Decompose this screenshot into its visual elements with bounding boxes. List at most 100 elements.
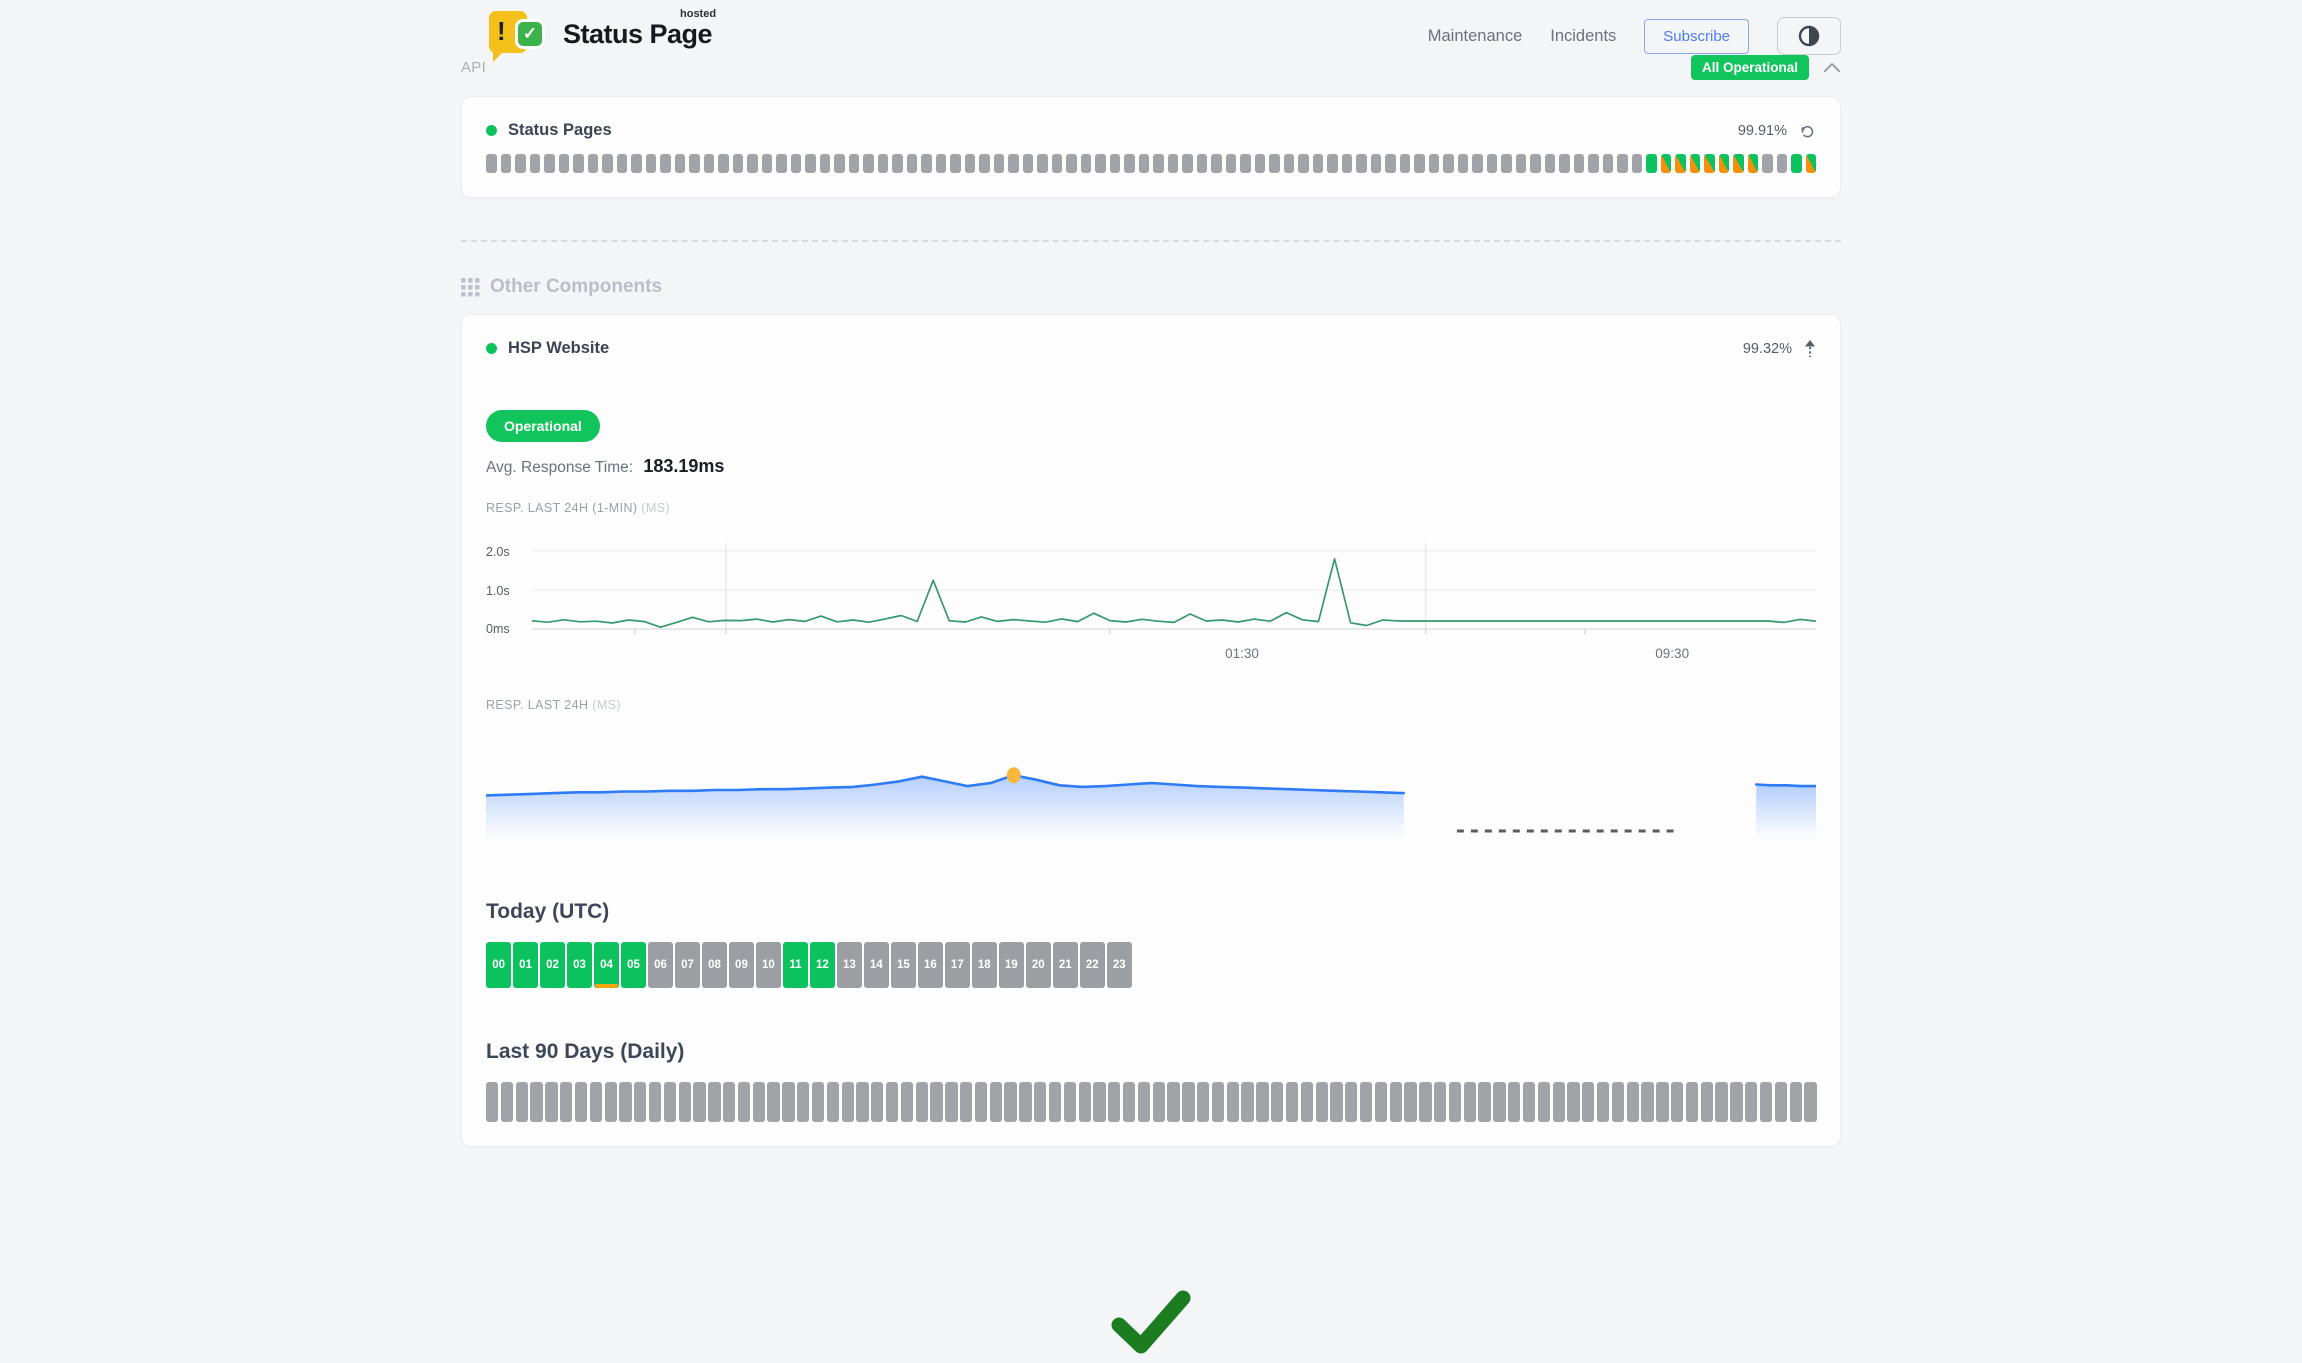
nav-incidents[interactable]: Incidents: [1550, 26, 1617, 45]
uptime-bar: [1434, 1082, 1447, 1122]
last-90-days-title: Last 90 Days (Daily): [486, 1040, 685, 1063]
hour-cell[interactable]: 05: [620, 942, 647, 988]
today-hours-strip[interactable]: 00 01 02 03 04 05 06 07 08 09 10 11 12 13 14 15 16 17 18 19…: [486, 942, 1816, 988]
chevron-up-icon[interactable]: [1823, 62, 1841, 72]
hour-cell[interactable]: 15: [890, 942, 916, 988]
avg-response-label: Avg. Response Time:: [486, 459, 634, 476]
uptime-bar: [1225, 154, 1236, 173]
uptime-bar: [1048, 1082, 1062, 1122]
uptime-bar: [1197, 1082, 1210, 1122]
uptime-bar: [871, 1082, 884, 1122]
uptime-bar: [826, 1082, 839, 1122]
subscribe-button[interactable]: Subscribe: [1644, 18, 1749, 54]
resp-1min-chart[interactable]: 2.0s 1.0s 0ms: [486, 537, 1817, 642]
hour-cell[interactable]: 01: [512, 942, 539, 988]
uptime-bar: [1582, 1082, 1595, 1122]
uptime-bar: [1404, 1082, 1417, 1122]
hour-cell[interactable]: 10: [755, 942, 782, 988]
uptime-bar: [960, 1082, 973, 1122]
uptime-bar: [1559, 154, 1570, 173]
uptime-bar: [1745, 1082, 1758, 1122]
uptime-bar: [486, 1082, 499, 1122]
hour-cell[interactable]: 09: [728, 942, 755, 988]
uptime-bar: [885, 1082, 899, 1122]
uptime-bar: [877, 154, 888, 173]
hour-cell[interactable]: 03: [566, 942, 593, 988]
uptime-bar: [689, 154, 700, 173]
refresh-icon[interactable]: [1799, 123, 1816, 138]
hour-cell[interactable]: 06: [647, 942, 674, 988]
uptime-bar: [500, 1082, 514, 1122]
uptime-bar: [989, 1082, 1002, 1122]
hour-cell[interactable]: 11: [782, 942, 809, 988]
uptime-bar: [1515, 154, 1526, 173]
nav-maintenance[interactable]: Maintenance: [1427, 26, 1523, 45]
uptime-bar: [834, 154, 845, 173]
uptime-bar: [1776, 154, 1787, 173]
uptime-bar: [790, 154, 801, 173]
hour-cell[interactable]: 16: [917, 942, 943, 988]
hour-cell[interactable]: 12: [809, 942, 835, 988]
avg-response-value: 183.19ms: [643, 456, 725, 476]
uptime-bar: [930, 1082, 943, 1122]
status-pages-uptime-strip[interactable]: [486, 154, 1816, 173]
uptime-bar: [1269, 154, 1280, 173]
uptime-bar: [761, 154, 772, 173]
uptime-bar: [574, 1082, 588, 1122]
hour-cell[interactable]: 14: [863, 942, 889, 988]
uptime-bar: [1718, 154, 1729, 173]
resp-24h-chart-label: RESP. LAST 24H (MS): [486, 698, 621, 712]
uptime-bar: [602, 154, 613, 173]
uptime-bar: [1285, 1082, 1299, 1122]
uptime-bar: [1733, 154, 1744, 173]
operational-status-pill: Operational: [486, 410, 600, 442]
uptime-bar: [1715, 1082, 1728, 1122]
uptime-bar: [1211, 1082, 1225, 1122]
hour-cell[interactable]: 02: [539, 942, 566, 988]
hour-cell[interactable]: 20: [1025, 942, 1051, 988]
uptime-bar: [737, 1082, 751, 1122]
hour-cell[interactable]: 19: [998, 942, 1024, 988]
hour-cell[interactable]: 22: [1079, 942, 1105, 988]
brand-logo[interactable]: ! ✓ Status Page hosted: [489, 8, 716, 62]
uptime-bar: [1138, 154, 1149, 173]
uptime-bar: [1486, 154, 1497, 173]
last-90-days-strip[interactable]: [486, 1082, 1817, 1122]
hour-cell[interactable]: 08: [701, 942, 728, 988]
hour-cell[interactable]: 04: [593, 942, 620, 988]
header-nav: Maintenance Incidents Subscribe: [1428, 17, 1841, 55]
uptime-bar: [906, 154, 917, 173]
hour-cell[interactable]: 00: [486, 942, 512, 988]
uptime-bar: [1254, 154, 1265, 173]
uptime-bar: [1298, 154, 1309, 173]
hour-cell[interactable]: 23: [1106, 942, 1132, 988]
uptime-bar: [1370, 154, 1381, 173]
uptime-bar: [1359, 1082, 1373, 1122]
hour-cell[interactable]: 21: [1052, 942, 1078, 988]
uptime-bar: [544, 154, 555, 173]
api-group-header: API All Operational: [461, 54, 1841, 80]
hour-cell[interactable]: 07: [674, 942, 701, 988]
uptime-bar: [1153, 154, 1164, 173]
hour-cell[interactable]: 18: [971, 942, 997, 988]
uptime-bar: [1004, 1082, 1017, 1122]
uptime-bar: [1428, 154, 1439, 173]
grid-icon: [461, 277, 480, 297]
status-pages-row[interactable]: Status Pages 99.91%: [486, 121, 1816, 140]
uptime-bar: [776, 154, 787, 173]
uptime-bar: [718, 154, 729, 173]
all-operational-badge: All Operational: [1690, 54, 1809, 80]
dashed-divider: [461, 240, 1841, 242]
uptime-bar: [1443, 154, 1454, 173]
theme-toggle-button[interactable]: [1777, 17, 1841, 55]
resp-24h-area-chart[interactable]: [484, 728, 1818, 848]
hour-cell[interactable]: 13: [836, 942, 862, 988]
uptime-bar: [1567, 1082, 1580, 1122]
uptime-bar: [648, 1082, 662, 1122]
hsp-website-row[interactable]: HSP Website 99.32%: [486, 339, 1816, 358]
uptime-bar: [1602, 154, 1613, 173]
x-axis-labels: 01:30 09:30: [1225, 646, 1690, 661]
hour-cell[interactable]: 17: [944, 942, 970, 988]
uptime-bar: [1256, 1082, 1269, 1122]
uptime-bar: [964, 154, 975, 173]
